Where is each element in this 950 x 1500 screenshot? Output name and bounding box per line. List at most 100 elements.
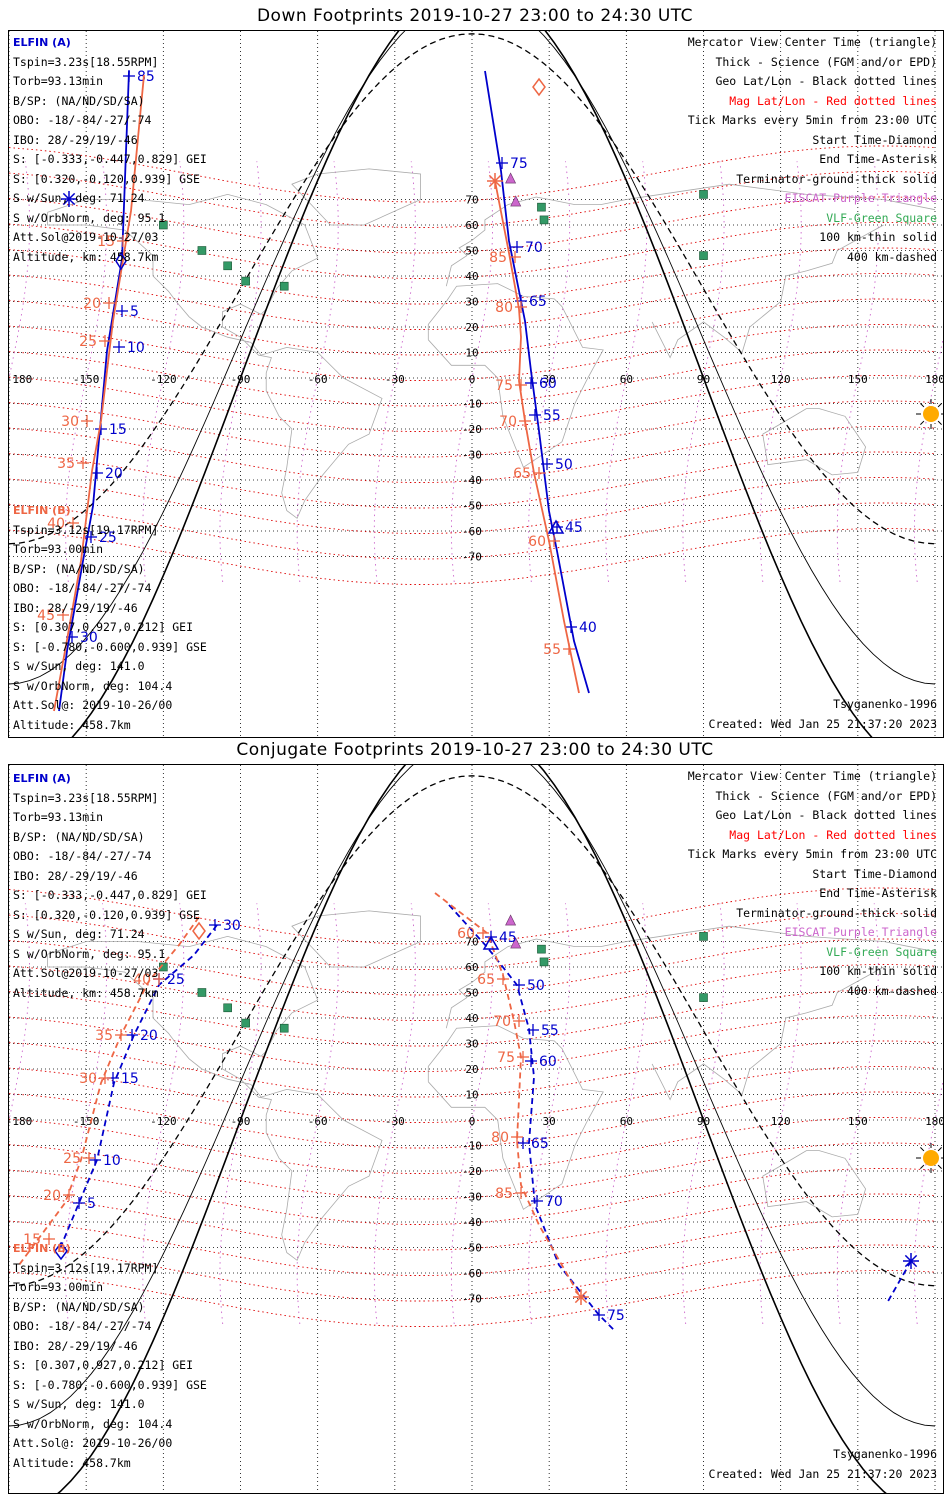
elfin-a-tick-label: 25 [167, 972, 185, 988]
legend-item: End Time-Asterisk [819, 152, 937, 166]
elfin-a-track-east [484, 70, 590, 694]
mag-parallel [9, 349, 936, 407]
lon-tick-label: 180 [925, 1115, 943, 1128]
legend-item: 100 km-thin solid [819, 964, 937, 978]
terminator-100km [9, 31, 936, 685]
model-label: Tsyganenko-1996 [833, 697, 937, 711]
lon-tick-label: 30 [543, 1115, 556, 1128]
elfin-b-tick-label: 15 [23, 1232, 41, 1248]
sun-ray [920, 403, 925, 408]
lat-tick-label: -20 [462, 1165, 482, 1178]
terminator [9, 765, 936, 1493]
map-canvas-conjugate[interactable]: -180-150-120-90-60-300306090120150180706… [9, 765, 943, 1493]
elfin-b-tick-label: 25 [63, 1151, 81, 1167]
legend-item: Terminator-ground-thick solid [736, 905, 937, 920]
lon-tick-label: -150 [73, 1115, 100, 1128]
legend-item: End Time-Asterisk [819, 886, 937, 900]
mag-parallel [9, 273, 936, 330]
mag-parallel [9, 528, 936, 585]
mag-parallel [9, 1066, 936, 1123]
mag-parallel [9, 298, 936, 356]
elfin-a-tick-label: 5 [130, 304, 139, 320]
sun-ray [920, 420, 925, 425]
lat-tick-label: -40 [462, 1216, 482, 1229]
mag-parallel [9, 426, 936, 483]
eiscat-triangle [510, 937, 522, 949]
elfin-b-tick-label: 40 [133, 972, 151, 988]
lon-tick-label: 30 [543, 373, 556, 386]
lat-tick-label: -70 [462, 1293, 482, 1306]
terminator-400km [9, 775, 936, 1287]
terminator [9, 31, 936, 737]
elfin-b-tick-label: 30 [79, 1071, 97, 1087]
lat-tick-label: 50 [465, 245, 478, 258]
geo-grid [9, 31, 943, 737]
mag-parallel [9, 1270, 936, 1327]
info-line: OBO: -18/-84/-27/-74 [13, 113, 152, 127]
vlf-square [223, 1003, 232, 1013]
mag-parallel [9, 400, 936, 458]
elfin-a-tick-label: 5 [87, 1196, 96, 1212]
elfin-b-tick-label: 20 [83, 296, 101, 312]
terminator-400km [9, 33, 936, 545]
vlf-square [223, 261, 232, 271]
mag-parallel [9, 887, 936, 945]
model-label: Tsyganenko-1996 [833, 1447, 937, 1461]
sun-ray [937, 420, 942, 425]
info-line: B/SP: (NA/ND/SD/SA) [13, 561, 145, 576]
info-line: S: [0.307,0.927,0.212] GEI [13, 1358, 194, 1372]
info-line: S w/Sun, deg: 141.0 [13, 1397, 145, 1411]
sun-ray [937, 1164, 942, 1169]
elfin-b-tick-label: 35 [95, 1028, 113, 1044]
elfin-b-tick-label: 65 [513, 466, 531, 482]
elfin-a-center-triangle [547, 519, 565, 534]
legend-item: Tick Marks every 5min from 23:00 UTC [687, 847, 937, 861]
terminator-ground [57, 765, 887, 1493]
elfin-a-start-diamond [54, 1241, 68, 1261]
mag-grid [9, 145, 943, 585]
elfin-b-track-east [434, 892, 580, 1296]
info-line: S: [-0.333,-0.447,0.829] GEI [13, 888, 207, 902]
elfin-a-center-triangle [482, 935, 500, 950]
lat-tick-label: -50 [462, 500, 482, 513]
elfin-a-tick-label: 30 [80, 630, 98, 646]
vlf-square [537, 944, 546, 954]
elfin-b-tick-label: 85 [495, 1186, 513, 1202]
lon-tick-label: -180 [9, 373, 32, 386]
mag-parallel [9, 171, 936, 228]
lon-tick-label: 60 [620, 1115, 633, 1128]
lon-tick-label: -90 [231, 1115, 251, 1128]
elfin-a-tick-label: 55 [541, 1023, 559, 1039]
info-line: S: [0.320,-0.120,0.939] GSE [13, 907, 200, 922]
info-line: S: [0.307,0.927,0.212] GEI [13, 620, 194, 634]
lat-tick-label: -60 [462, 1267, 482, 1280]
info-line: OBO: -18/-84/-27/-74 [13, 849, 152, 863]
elfin-a-tick-label: 70 [525, 240, 543, 256]
elfin-a-start-diamond [115, 251, 127, 271]
lat-tick-label: 20 [465, 1063, 478, 1076]
elfin-a-label: ELFIN (A) [13, 36, 71, 49]
vlf-square [241, 1018, 250, 1028]
map-panel-down: -180-150-120-90-60-300306090120150180706… [8, 30, 944, 738]
map-panel-conjugate: -180-150-120-90-60-300306090120150180706… [8, 764, 944, 1494]
legend-item: Thick - Science (FGM and/or EPD) [715, 788, 937, 803]
vlf-square [539, 215, 549, 225]
vlf-square [279, 1023, 289, 1033]
sun-ray [920, 1147, 925, 1152]
legend-item: VLF-Green Square [826, 210, 937, 225]
vlf-square [241, 276, 250, 286]
elfin-a-end-asterisk [62, 192, 76, 206]
panel-title-down: Down Footprints 2019-10-27 23:00 to 24:3… [256, 6, 694, 26]
mag-parallel [9, 247, 936, 305]
mag-parallel [9, 222, 936, 279]
elfin-b-tick-label: 20 [43, 1188, 61, 1204]
lat-tick-label: -40 [462, 474, 482, 487]
legend-item: 400 km-dashed [846, 249, 937, 264]
map-canvas-down[interactable]: -180-150-120-90-60-300306090120150180706… [9, 31, 943, 737]
lat-tick-label: -30 [462, 449, 482, 462]
mag-parallel [9, 1219, 936, 1276]
lon-tick-label: -90 [231, 373, 251, 386]
lat-tick-label: -20 [462, 423, 482, 436]
elfin-a-track-tail [886, 1260, 912, 1304]
info-line: Att.Sol@: 2019-10-26/00 [13, 1436, 173, 1450]
